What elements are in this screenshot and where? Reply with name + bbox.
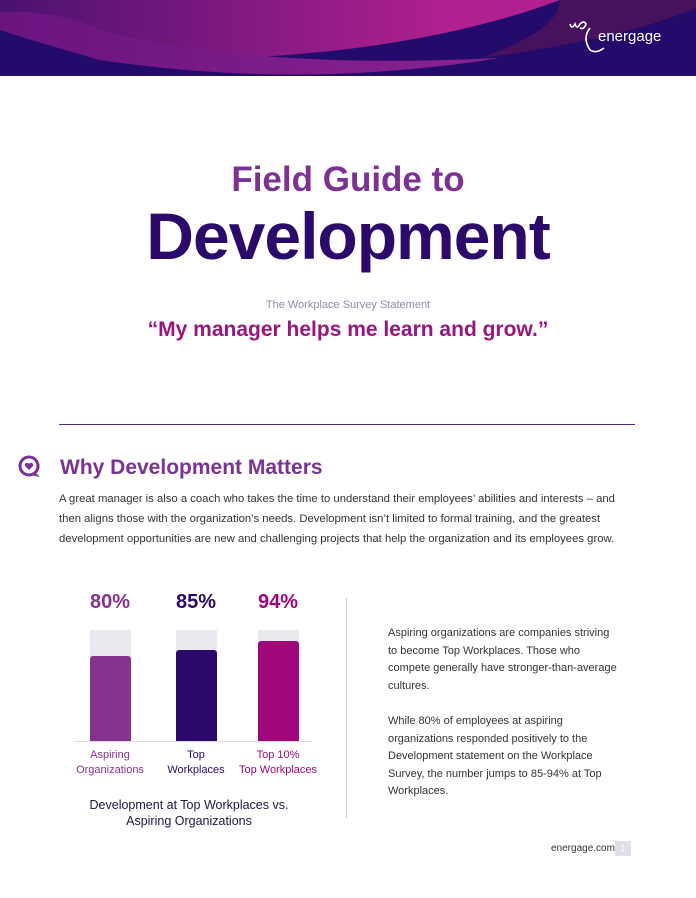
page-number: 1 [615,841,631,856]
chat-heart-icon [18,455,40,477]
logo-text: energage [598,28,662,45]
category-label: Top 10% Top Workplaces [228,748,328,778]
category-label: Top Workplaces [146,748,246,778]
bar [258,640,299,741]
chart-axis [74,741,312,742]
category-label-line: Top Workplaces [238,764,318,776]
category-label-line: Workplaces [167,764,225,776]
statement-quote: “My manager helps me learn and grow.” [147,318,549,341]
energage-logo [569,21,605,53]
divider [59,424,635,425]
bar [176,650,217,741]
bar-value-label: 85% [175,591,217,613]
page-title: Development [146,199,550,273]
header-banner [0,0,696,76]
category-label-line: Top 10% [256,749,300,761]
category-label: Aspiring Organizations [60,748,160,778]
section-title: Why Development Matters [60,456,323,479]
statement-label: The Workplace Survey Statement [265,299,431,311]
side-paragraph-2: While 80% of employees at aspiring organ… [388,715,602,797]
category-label-line: Aspiring [90,749,130,761]
section-body: A great manager is also a coach who take… [59,493,615,545]
bar [90,655,131,741]
vertical-divider [346,598,347,818]
footer-site: energage.com [551,843,615,854]
title-line1: Field Guide to [231,160,465,199]
chart-title: Development at Top Workplaces vs. Aspiri… [89,798,289,828]
category-label-line: Top [187,749,205,761]
category-label-line: Organizations [76,764,144,776]
bar-value-label: 94% [257,591,299,613]
side-paragraph-1: Aspiring organizations are companies str… [388,627,617,692]
bar-value-label: 80% [89,591,131,613]
